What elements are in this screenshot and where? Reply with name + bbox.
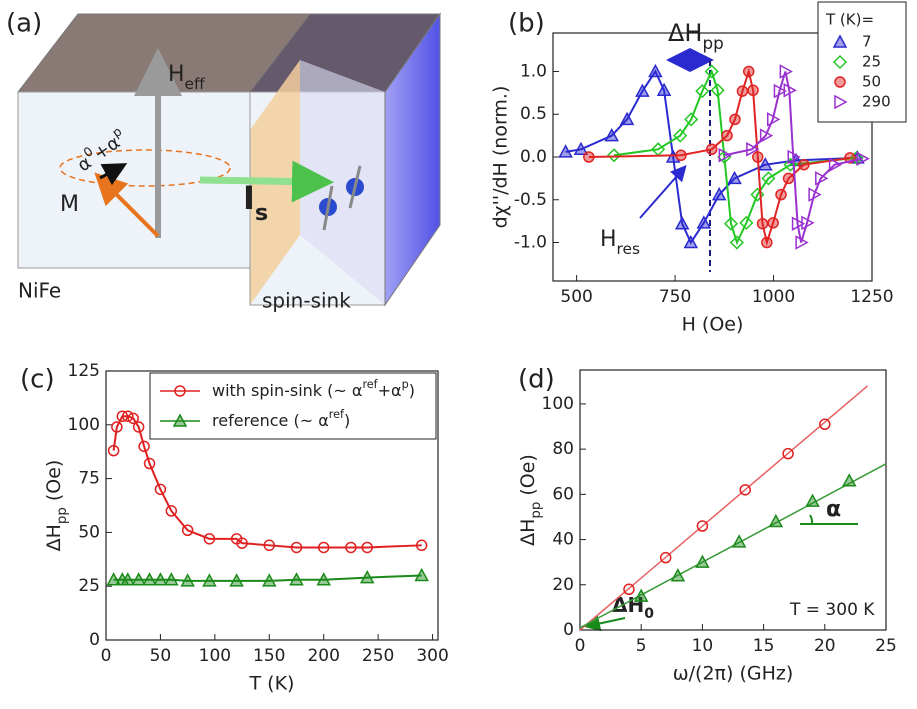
- legend-label: 290: [862, 93, 891, 111]
- y-tick-label: 0: [89, 630, 100, 650]
- x-tick-label: 50: [150, 646, 172, 666]
- x-axis-label: H (Oe): [682, 314, 744, 336]
- page: {"diagram": {"panel_label": "(a)", "labe…: [0, 0, 917, 709]
- y-tick-label: 40: [552, 530, 574, 550]
- marker: [762, 238, 772, 248]
- marker: [737, 86, 747, 96]
- panel-label: (d): [518, 365, 555, 395]
- marker: [621, 113, 633, 124]
- marker: [758, 219, 768, 229]
- marker: [843, 475, 855, 486]
- y-tick-label: 20: [552, 575, 574, 595]
- resonance-label: Hres: [600, 227, 640, 258]
- y-tick-label: 100: [542, 394, 574, 414]
- marker: [707, 144, 717, 154]
- y-tick-label: 0: [563, 620, 574, 640]
- marker: [696, 556, 708, 567]
- marker: [729, 172, 741, 183]
- x-tick-label: 15: [753, 636, 775, 656]
- y-tick-label: 50: [78, 522, 100, 542]
- y-tick-label: -1.0: [514, 233, 547, 253]
- x-tick-label: 100: [199, 646, 231, 666]
- alpha-label: α: [826, 497, 841, 522]
- y-axis-label: ΔHpp (Oe): [517, 454, 544, 546]
- marker: [776, 190, 786, 200]
- y-tick-label: 0.5: [520, 104, 547, 124]
- panel-label: (a): [6, 9, 42, 39]
- x-tick-label: 0: [101, 646, 112, 666]
- marker: [676, 150, 686, 160]
- x-tick-label: 1250: [850, 287, 893, 307]
- spin-sink-label: spin-sink: [262, 289, 351, 313]
- marker: [730, 114, 740, 124]
- y-tick-label: 75: [78, 469, 100, 489]
- x-tick-label: 0: [575, 636, 586, 656]
- x-tick-label: 500: [560, 287, 592, 307]
- x-tick-label: 200: [307, 646, 339, 666]
- nife-label: NiFe: [18, 279, 61, 303]
- marker: [733, 536, 745, 547]
- schematic: (a) α0+αp Heff M Is NiFe spin-sink: [6, 9, 440, 313]
- legend-title: T (K)=: [825, 11, 874, 29]
- marker: [676, 218, 688, 229]
- annotations-c: (c): [20, 365, 55, 395]
- temperature-label: T = 300 K: [789, 600, 875, 620]
- x-tick-label: 250: [362, 646, 394, 666]
- x-tick-label: 1000: [752, 287, 795, 307]
- panel-label: (c): [20, 365, 55, 395]
- marker: [744, 66, 754, 76]
- y-tick-label: 25: [78, 576, 100, 596]
- x-axis-label: T (K): [249, 673, 295, 695]
- marker: [672, 570, 684, 581]
- y-tick-label: 1.0: [520, 61, 547, 81]
- panel-label: (b): [508, 9, 545, 39]
- y-tick-label: 60: [552, 484, 574, 504]
- marker: [784, 173, 794, 183]
- marker: [685, 237, 697, 248]
- x-tick-label: 20: [814, 636, 836, 656]
- y-tick-label: 125: [68, 361, 100, 381]
- x-tick-label: 5: [636, 636, 647, 656]
- marker: [748, 85, 758, 95]
- x-tick-label: 25: [875, 636, 897, 656]
- linewidth-label: ΔHpp: [668, 19, 724, 53]
- y-tick-label: -0.5: [514, 190, 547, 210]
- y-tick-label: 100: [68, 415, 100, 435]
- x-tick-label: 10: [692, 636, 714, 656]
- legend-label: 50: [862, 73, 881, 91]
- spin-current-arrow: [200, 180, 320, 182]
- marker: [658, 84, 670, 95]
- legend-label: 25: [862, 53, 881, 71]
- marker: [584, 152, 594, 162]
- legend-label: 7: [862, 33, 872, 51]
- marker: [649, 65, 661, 76]
- marker: [698, 217, 710, 228]
- marker: [753, 152, 763, 162]
- marker: [636, 85, 648, 96]
- x-axis-label: ω/(2π) (GHz): [673, 663, 794, 685]
- slope-arc: [810, 515, 812, 524]
- legend-label: with spin-sink (~ αref+αp): [212, 378, 415, 400]
- marker: [799, 160, 809, 170]
- figure: (a) α0+αp Heff M Is NiFe spin-sink (b) Δ…: [0, 0, 917, 709]
- y-tick-label: 80: [552, 439, 574, 459]
- y-axis-label: ΔHpp (Oe): [43, 460, 70, 552]
- marker: [722, 131, 732, 141]
- x-tick-label: 150: [253, 646, 285, 666]
- x-tick-label: 300: [416, 646, 448, 666]
- y-axis-label: dχ''/dH (norm.): [490, 86, 512, 229]
- fit-line: [580, 386, 868, 630]
- marker: [768, 218, 778, 228]
- legend-marker: [835, 77, 845, 87]
- x-tick-label: 750: [659, 287, 691, 307]
- m-label: M: [60, 192, 79, 217]
- y-tick-label: 0.0: [520, 147, 547, 167]
